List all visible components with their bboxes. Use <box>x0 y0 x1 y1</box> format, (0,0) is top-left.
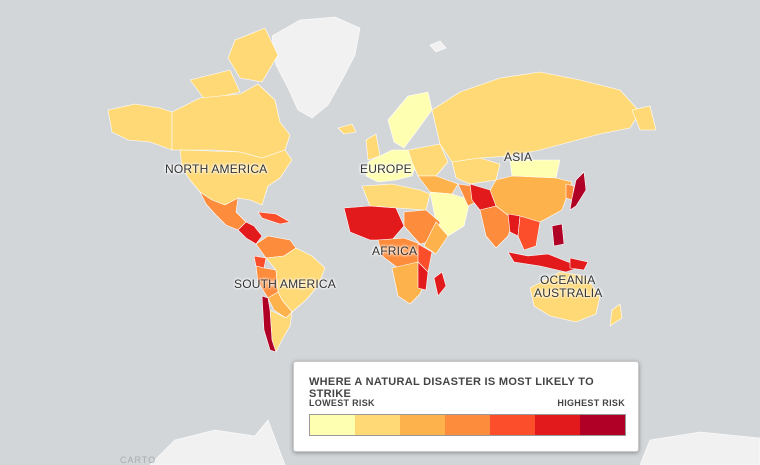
legend-swatch-1 <box>310 415 355 435</box>
legend-title: WHERE A NATURAL DISASTER IS MOST LIKELY … <box>309 376 594 400</box>
legend-color-scale <box>309 414 626 436</box>
legend-swatch-7 <box>580 415 625 435</box>
japan[interactable] <box>569 171 587 211</box>
australia[interactable] <box>529 271 601 323</box>
legend-swatch-4 <box>445 415 490 435</box>
mozambique[interactable] <box>417 261 429 291</box>
west-africa[interactable] <box>343 205 405 241</box>
label-oceania: OCEANIA <box>540 273 596 287</box>
antarctica <box>149 419 286 465</box>
svalbard <box>429 40 447 53</box>
label-asia: ASIA <box>504 150 533 164</box>
caribbean[interactable] <box>257 211 291 225</box>
legend-swatch-3 <box>400 415 445 435</box>
canada-arctic[interactable] <box>227 27 279 83</box>
legend-panel: WHERE A NATURAL DISASTER IS MOST LIKELY … <box>293 361 639 452</box>
western-europe[interactable] <box>365 149 419 183</box>
philippines[interactable] <box>551 223 565 247</box>
india[interactable] <box>479 205 515 249</box>
new-zealand[interactable] <box>609 303 623 327</box>
label-australia: AUSTRALIA <box>534 286 603 300</box>
usa[interactable] <box>179 149 293 206</box>
label-europe: EUROPE <box>360 162 412 176</box>
chile[interactable] <box>261 295 277 353</box>
balkans-turkey[interactable] <box>417 175 459 195</box>
pacific-islands[interactable] <box>631 105 657 131</box>
label-africa: AFRICA <box>372 244 418 258</box>
madagascar[interactable] <box>433 271 447 297</box>
label-north-america: NORTH AMERICA <box>165 162 268 176</box>
iceland[interactable] <box>337 123 357 135</box>
papua-new-guinea[interactable] <box>569 257 589 271</box>
antarctica-east <box>639 431 760 465</box>
legend-swatch-5 <box>490 415 535 435</box>
scandinavia[interactable] <box>387 91 433 149</box>
legend-swatch-6 <box>535 415 580 435</box>
greenland[interactable] <box>271 16 361 119</box>
brazil[interactable] <box>265 247 326 313</box>
legend-low-label: LOWEST RISK <box>309 398 375 408</box>
label-south-america: SOUTH AMERICA <box>234 277 336 291</box>
southeast-asia[interactable] <box>517 215 541 251</box>
legend-high-label: HIGHEST RISK <box>557 398 625 408</box>
central-america[interactable] <box>237 221 263 245</box>
legend-swatch-2 <box>355 415 400 435</box>
canada-islands[interactable] <box>189 69 241 101</box>
horn-of-africa[interactable] <box>423 221 449 255</box>
carto-attribution: CARTO <box>120 455 157 465</box>
